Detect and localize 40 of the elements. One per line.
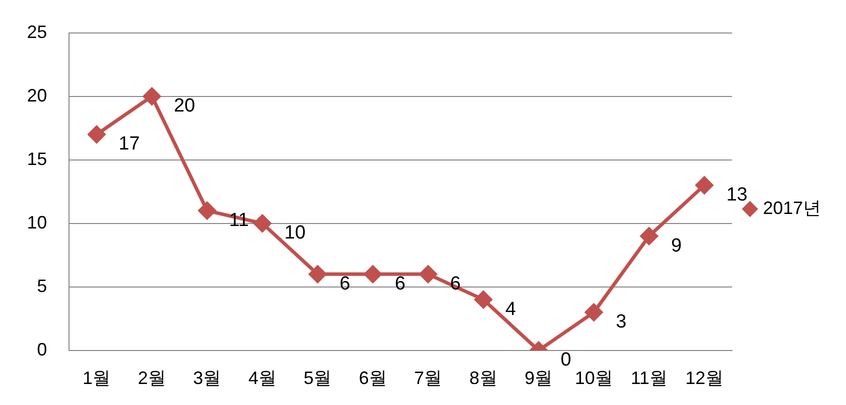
x-tick-label: 9월: [524, 368, 553, 388]
x-tick-label: 7월: [414, 368, 442, 388]
x-tick-label: 11월: [630, 368, 668, 388]
point: [254, 214, 272, 232]
x-tick-label: 5월: [304, 368, 332, 388]
y-tick-label: 10: [26, 212, 48, 232]
point: [308, 265, 326, 283]
point: [474, 290, 492, 308]
point: [696, 176, 714, 194]
x-tick-label: 1월: [82, 368, 111, 388]
point: [198, 202, 216, 220]
point: [419, 265, 437, 283]
y-tick-label: 0: [37, 339, 48, 360]
point: [143, 88, 161, 106]
x-tick-label: 4월: [248, 368, 276, 388]
y-tick-label: 5: [37, 276, 48, 296]
x-tick-label: 8월: [469, 368, 498, 388]
point: [364, 265, 382, 283]
y-tick-label: 25: [26, 22, 48, 42]
point: [88, 126, 106, 144]
point: [640, 227, 658, 245]
legend-label: 2017년: [762, 198, 822, 218]
y-tick-label: 20: [26, 85, 48, 106]
data-label: 6: [340, 273, 350, 294]
x-tick-label: 10월: [574, 368, 613, 388]
data-label: 4: [505, 298, 516, 320]
data-label: 6: [394, 273, 406, 294]
y-tick-label: 15: [26, 148, 48, 169]
x-tick-label: 3월: [193, 368, 222, 388]
data-label: 17: [118, 134, 140, 155]
x-tick-label: 2월: [138, 368, 166, 388]
x-tick-label: 6월: [358, 368, 387, 388]
data-label: 20: [174, 96, 196, 117]
data-label: 10: [284, 222, 306, 244]
point: [585, 304, 603, 322]
data-label: 13: [726, 184, 748, 206]
data-label: 9: [671, 235, 682, 256]
data-label: 3: [616, 312, 626, 333]
data-label: 0: [560, 350, 572, 371]
x-tick-label: 12월: [685, 368, 724, 388]
